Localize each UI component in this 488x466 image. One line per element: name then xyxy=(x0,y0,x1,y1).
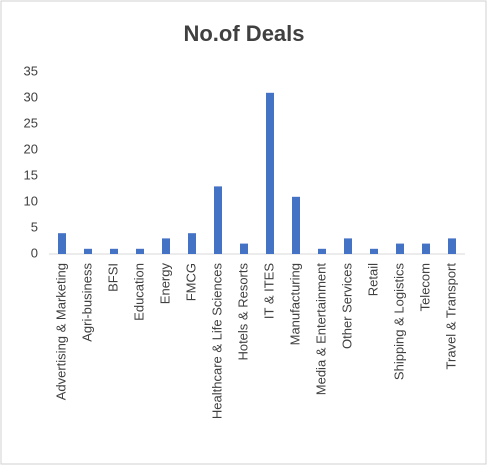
x-tick-label: Advertising & Marketing xyxy=(53,263,68,400)
bar xyxy=(136,248,144,254)
bar xyxy=(448,238,456,254)
bar xyxy=(318,248,326,254)
bar xyxy=(162,238,170,254)
bar xyxy=(110,248,118,254)
x-tick-label: Energy xyxy=(157,263,172,305)
bar xyxy=(58,233,66,254)
y-tick-label: 35 xyxy=(24,63,38,78)
y-tick-label: 0 xyxy=(31,245,38,260)
y-tick-label: 20 xyxy=(24,141,38,156)
x-tick-label: Hotels & Resorts xyxy=(235,263,250,361)
y-tick-label: 30 xyxy=(24,89,38,104)
chart-title: No.of Deals xyxy=(183,21,304,46)
bar xyxy=(266,92,274,254)
bar xyxy=(214,186,222,254)
bar xyxy=(84,248,92,254)
x-tick-label: Media & Entertainment xyxy=(313,263,328,396)
x-tick-label: IT & ITES xyxy=(261,263,276,319)
x-tick-label: Manufacturing xyxy=(287,263,302,345)
bar xyxy=(370,248,378,254)
y-tick-label: 10 xyxy=(24,193,38,208)
x-tick-label: Shipping & Logistics xyxy=(391,263,406,381)
bar xyxy=(240,243,248,254)
x-tick-label: Other Services xyxy=(339,263,354,349)
bar xyxy=(344,238,352,254)
y-tick-label: 25 xyxy=(24,115,38,130)
bar xyxy=(292,196,300,254)
x-tick-label: FMCG xyxy=(183,263,198,301)
x-tick-label: Retail xyxy=(365,263,380,296)
y-tick-label: 5 xyxy=(31,219,38,234)
bar xyxy=(422,243,430,254)
x-tick-label: Agri-business xyxy=(79,263,94,342)
x-tick-label: Telecom xyxy=(417,263,432,311)
x-tick-label: Education xyxy=(131,263,146,321)
x-tick-label: BFSI xyxy=(105,263,120,292)
x-tick-label: Healthcare & Life Sciences xyxy=(209,263,224,420)
x-tick-label: Travel & Transport xyxy=(443,263,458,370)
y-tick-label: 15 xyxy=(24,167,38,182)
bar xyxy=(396,243,404,254)
bar xyxy=(188,233,196,254)
